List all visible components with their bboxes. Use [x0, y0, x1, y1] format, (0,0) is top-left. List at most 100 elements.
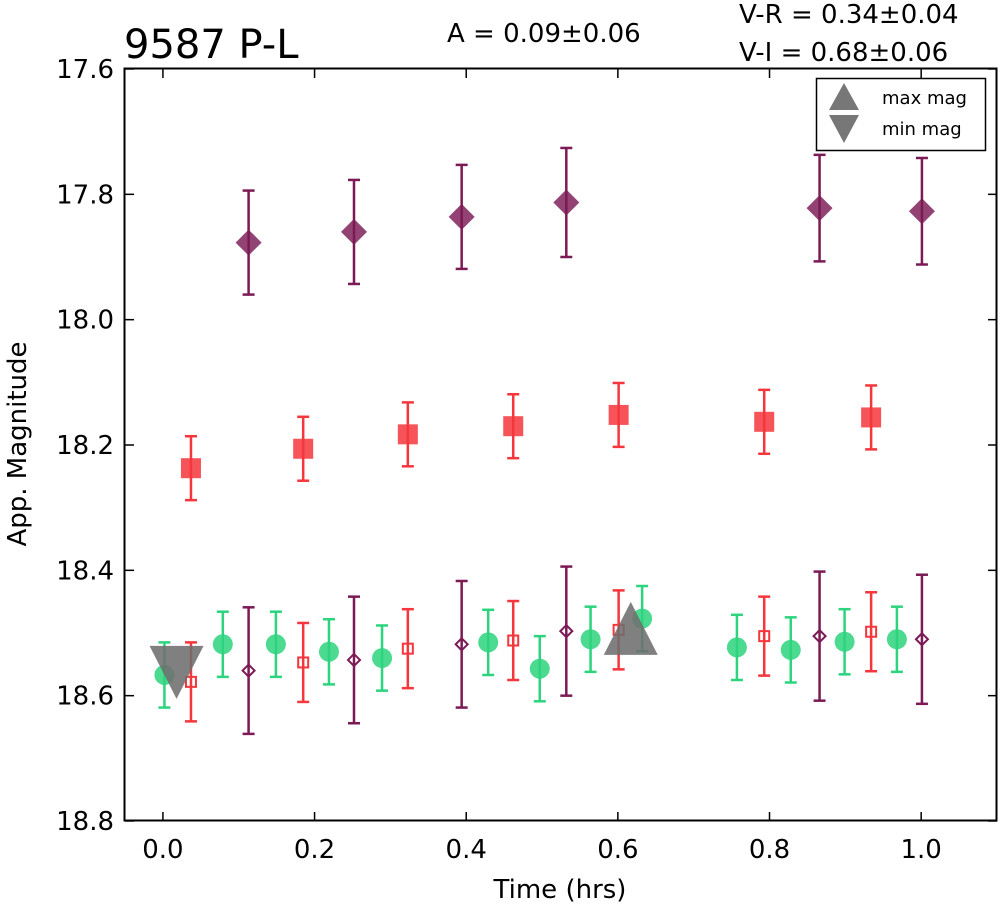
open-square-point — [865, 625, 878, 638]
plot-frame — [123, 67, 998, 822]
open-square-marker — [297, 656, 310, 669]
x-tick-label: 0.0 — [142, 835, 183, 865]
circle-marker — [265, 634, 286, 655]
y-axis-label: App. Magnitude — [3, 341, 33, 546]
filled-circle-point — [780, 639, 801, 660]
filled-square-point — [397, 424, 418, 445]
diamond-marker — [908, 198, 935, 225]
filled-circle-point — [726, 637, 747, 658]
min-mag-triangle-icon — [829, 115, 859, 143]
y-tick-label: 17.6 — [56, 55, 114, 85]
max-mag-marker — [603, 601, 658, 655]
open-diamond-marker — [558, 623, 574, 639]
x-tick-label: 0.6 — [597, 835, 638, 865]
open-square-marker — [758, 630, 771, 643]
x-tick-label: 0.2 — [294, 835, 335, 865]
legend: max mag min mag — [815, 77, 987, 152]
filled-circle-point — [318, 641, 339, 662]
open-square-marker — [865, 625, 878, 638]
square-marker — [608, 404, 629, 425]
open-diamond-point — [241, 663, 257, 679]
open-diamond-point — [346, 652, 362, 668]
filled-diamond-point — [806, 195, 833, 222]
open-square-marker — [401, 642, 414, 655]
filled-diamond-point — [448, 203, 475, 230]
square-marker — [293, 438, 314, 459]
filled-square-point — [861, 407, 882, 428]
diamond-marker — [340, 218, 367, 245]
circle-marker — [886, 629, 907, 650]
open-diamond-point — [812, 628, 827, 644]
open-square-point — [758, 630, 771, 643]
filled-circle-point — [886, 629, 907, 650]
open-square-point — [507, 634, 520, 647]
open-diamond-marker — [454, 636, 470, 652]
filled-circle-point — [212, 634, 233, 655]
x-tick-label: 1.0 — [900, 835, 941, 865]
diamond-marker — [806, 195, 833, 222]
filled-circle-point — [372, 648, 393, 669]
square-marker — [861, 407, 882, 428]
filled-diamond-point — [340, 218, 367, 245]
open-diamond-point — [558, 623, 574, 639]
diamond-marker — [553, 189, 580, 216]
open-square-point — [184, 675, 197, 688]
circle-marker — [780, 639, 801, 660]
filled-square-point — [608, 404, 629, 425]
filled-square-point — [293, 438, 314, 459]
circle-marker — [212, 634, 233, 655]
color-index-vi: V-I = 0.68±0.06 — [739, 38, 948, 68]
circle-marker — [834, 631, 855, 652]
y-tick-label: 18.0 — [56, 306, 114, 336]
chart-title: 9587 P-L — [124, 22, 299, 68]
y-tick-label: 18.4 — [56, 556, 114, 586]
filled-square-point — [503, 416, 524, 437]
open-diamond-point — [454, 636, 470, 652]
circle-marker — [580, 629, 601, 650]
filled-diamond-point — [908, 198, 935, 225]
filled-circle-point — [580, 629, 601, 650]
circle-marker — [478, 632, 499, 653]
square-marker — [503, 416, 524, 437]
x-tick-label: 0.8 — [749, 835, 790, 865]
y-tick-label: 17.8 — [56, 180, 114, 210]
circle-marker — [372, 648, 393, 669]
color-index-vr: V-R = 0.34±0.04 — [739, 0, 959, 30]
open-square-marker — [184, 675, 197, 688]
open-diamond-marker — [241, 663, 257, 679]
legend-min-label: min mag — [882, 119, 962, 140]
filled-square-point — [180, 458, 201, 479]
filled-circle-point — [478, 632, 499, 653]
max-mag-triangle-icon — [829, 83, 859, 110]
circle-marker — [318, 641, 339, 662]
y-tick-label: 18.8 — [56, 807, 114, 837]
filled-diamond-point — [553, 189, 580, 216]
square-marker — [754, 411, 775, 432]
diamond-marker — [235, 229, 262, 256]
y-tick-label: 18.6 — [56, 682, 114, 712]
amplitude-label: A = 0.09±0.06 — [447, 19, 641, 49]
open-diamond-marker — [346, 652, 362, 668]
open-diamond-point — [914, 631, 930, 647]
square-marker — [397, 424, 418, 445]
square-marker — [180, 458, 201, 479]
circle-marker — [726, 637, 747, 658]
filled-diamond-point — [235, 229, 262, 256]
x-tick-label: 0.4 — [446, 835, 487, 865]
filled-circle-point — [265, 634, 286, 655]
diamond-marker — [448, 203, 475, 230]
open-diamond-marker — [914, 631, 930, 647]
open-square-point — [401, 642, 414, 655]
open-square-point — [297, 656, 310, 669]
open-square-marker — [507, 634, 520, 647]
filled-square-point — [754, 411, 775, 432]
legend-max-label: max mag — [882, 88, 967, 109]
circle-marker — [529, 658, 550, 679]
y-tick-label: 18.2 — [56, 431, 114, 461]
x-axis-label: Time (hrs) — [493, 875, 627, 904]
open-diamond-marker — [812, 628, 827, 644]
filled-circle-point — [529, 658, 550, 679]
min-mag-marker — [149, 645, 204, 699]
filled-circle-point — [834, 631, 855, 652]
